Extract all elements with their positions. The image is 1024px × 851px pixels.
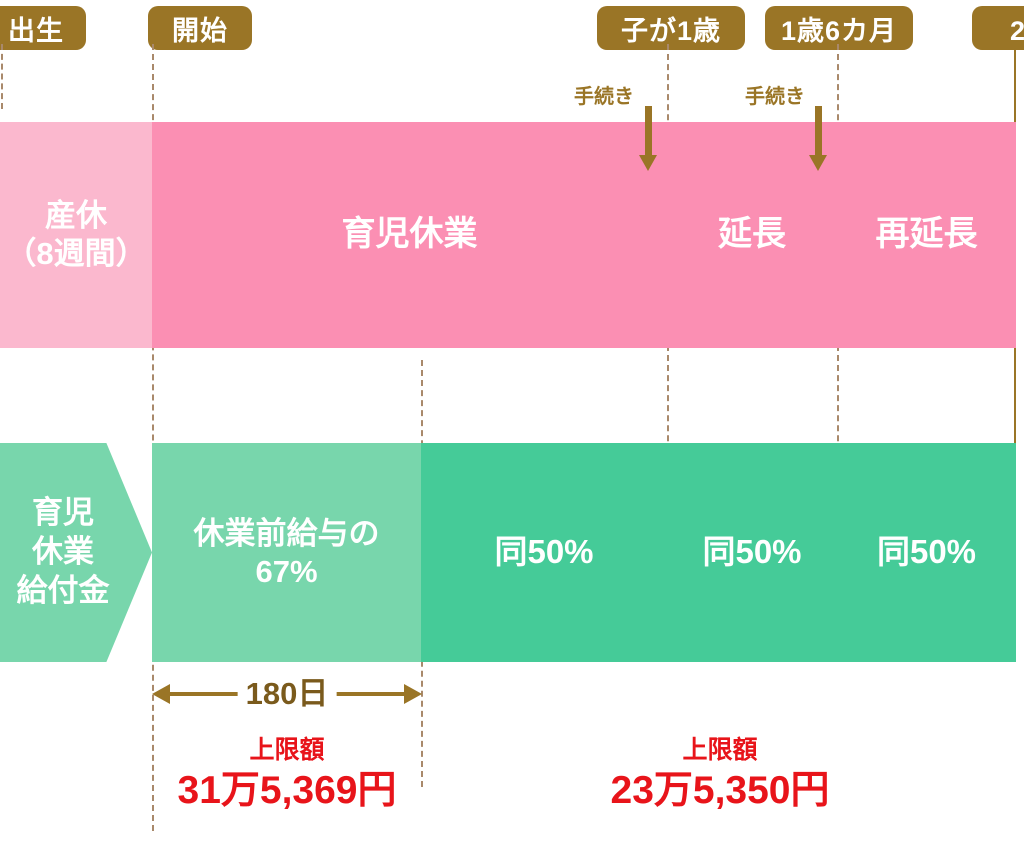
milestone-badge-age1: 子が1歳 [597,6,745,50]
leave-segment-childcare-label: 育児休業 [341,215,478,254]
benefit-segment-rate67-label: 休業前給与の 67% [193,515,380,589]
milestone-badge-birth: 出生 [0,6,86,50]
guideline-age2 [1014,44,1016,662]
cap-second-title: 上限額 [682,736,758,764]
cap-first-title: 上限額 [249,736,325,764]
guideline-age1 [667,44,669,662]
leave-segment-extension: 延長 [667,122,837,348]
measure-arrow-right-icon [404,684,422,704]
guideline-age16 [837,44,839,662]
leave-segment-reextension-label: 再延長 [875,215,978,254]
cap-amount-first: 上限額 31万5,369円 [152,736,422,813]
measure-label: 180日 [237,668,337,713]
leave-segment-extension-label: 延長 [718,215,786,254]
leave-segment-childcare: 育児休業 [152,122,667,348]
milestone-badge-age16: 1歳6カ月 [765,6,913,50]
cap-second-amount: 23万5,350円 [610,768,830,812]
benefit-rate-band: 休業前給与の 67% 同50% 同50% 同50% [0,443,1016,662]
procedure-label-age1: 手続き [574,86,634,108]
cap-amount-second: 上限額 23万5,350円 [565,736,875,813]
benefit-segment-rate50-c-label: 同50% [876,533,977,571]
milestone-badge-age2: 2歳 [972,6,1024,50]
benefit-segment-rate50-a-label: 同50% [494,533,594,571]
duration-measure-180days: 180日 [152,668,422,716]
procedure-label-age16: 手続き [745,86,805,108]
leave-segment-maternity-label: 産休 （8週間） [5,198,147,271]
guideline-start [152,44,154,831]
cap-first-amount: 31万5,369円 [177,768,397,812]
measure-arrow-left-icon [152,684,170,704]
benefit-segment-rate50-a: 同50% [421,443,667,662]
leave-segment-maternity: 産休 （8週間） [0,122,152,348]
milestone-badge-start: 開始 [148,6,252,50]
leave-segment-reextension: 再延長 [837,122,1016,348]
leave-period-band: 産休 （8週間） 育児休業 延長 再延長 [0,122,1016,348]
benefit-segment-rate50-b: 同50% [667,443,837,662]
benefit-segment-rate50-b-label: 同50% [702,533,802,571]
benefit-segment-rate67: 休業前給与の 67% [152,443,421,662]
benefit-band-tag-label: 育児 休業 給付金 [16,495,110,608]
guideline-birth [1,44,3,109]
benefit-segment-rate50-c: 同50% [837,443,1016,662]
